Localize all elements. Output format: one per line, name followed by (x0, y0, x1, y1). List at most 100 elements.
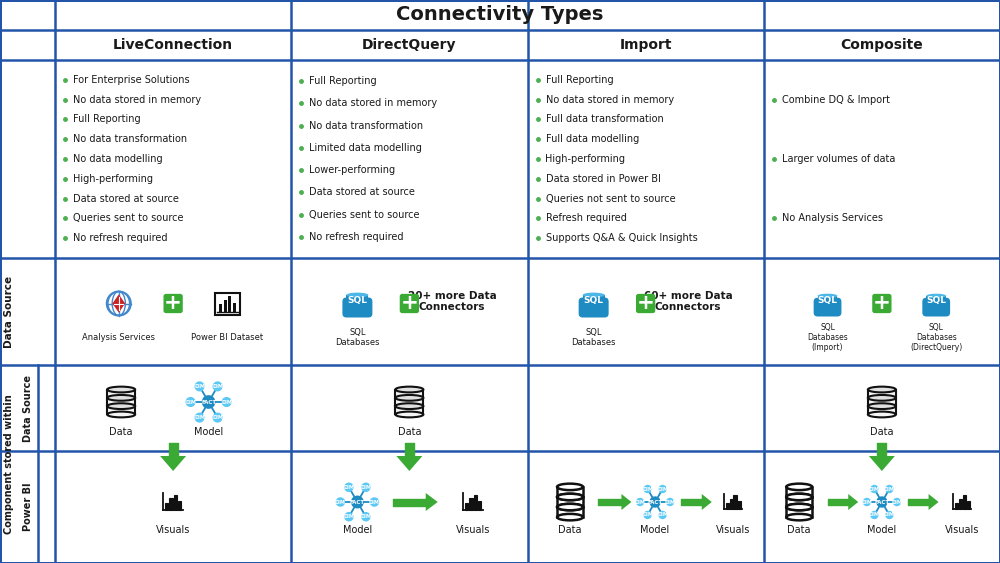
Circle shape (822, 304, 833, 314)
Text: Analysis Services: Analysis Services (82, 333, 155, 342)
Ellipse shape (557, 504, 583, 510)
Bar (174, 495, 177, 510)
Circle shape (195, 413, 205, 423)
Text: Data: Data (398, 427, 421, 437)
Ellipse shape (107, 387, 135, 392)
Text: DIM: DIM (665, 499, 676, 504)
Circle shape (344, 512, 354, 521)
Circle shape (931, 304, 941, 314)
Ellipse shape (868, 387, 896, 392)
Text: Model: Model (867, 525, 896, 535)
Polygon shape (426, 493, 438, 511)
Text: SQL: SQL (818, 296, 838, 305)
Circle shape (336, 497, 345, 507)
Text: No data transformation: No data transformation (73, 134, 187, 144)
Text: FACT: FACT (874, 499, 889, 504)
Circle shape (666, 498, 674, 506)
Bar (583, 295, 605, 305)
Text: Combine DQ & Import: Combine DQ & Import (782, 95, 890, 105)
Text: Data: Data (787, 525, 811, 535)
Circle shape (594, 302, 607, 315)
Text: No refresh required: No refresh required (73, 233, 168, 243)
Ellipse shape (557, 514, 583, 520)
Polygon shape (621, 494, 631, 510)
Circle shape (213, 381, 223, 391)
Circle shape (202, 395, 215, 409)
Text: DIM: DIM (884, 486, 895, 491)
Ellipse shape (786, 494, 812, 500)
Ellipse shape (557, 494, 583, 500)
Text: Data stored at source: Data stored at source (73, 194, 179, 204)
Bar (868, 398, 896, 406)
Text: DIM: DIM (335, 499, 346, 504)
Bar (215, 293, 240, 315)
Text: Visuals: Visuals (945, 525, 979, 535)
Bar (737, 501, 741, 509)
Text: No data stored in memory: No data stored in memory (309, 99, 437, 108)
Polygon shape (160, 456, 186, 471)
Bar (165, 503, 168, 510)
Ellipse shape (868, 403, 896, 409)
Bar (233, 303, 236, 312)
Text: DIM: DIM (360, 514, 371, 519)
FancyBboxPatch shape (922, 298, 950, 316)
Bar (955, 503, 958, 509)
Circle shape (213, 413, 223, 423)
Circle shape (870, 485, 879, 493)
Text: DIM: DIM (185, 400, 196, 404)
Ellipse shape (583, 293, 605, 297)
Text: DIM: DIM (891, 499, 902, 504)
Circle shape (893, 498, 901, 506)
Bar (107, 406, 135, 414)
Text: No data stored in memory: No data stored in memory (546, 95, 674, 105)
Circle shape (658, 511, 667, 519)
Text: Data: Data (558, 525, 582, 535)
Text: High-performing: High-performing (73, 174, 153, 184)
Text: Model: Model (343, 525, 372, 535)
Text: Full Reporting: Full Reporting (309, 76, 377, 86)
Bar (395, 398, 423, 406)
Text: +: + (873, 293, 891, 313)
Ellipse shape (786, 514, 812, 520)
FancyBboxPatch shape (342, 297, 372, 318)
Circle shape (643, 485, 652, 493)
Text: Visuals: Visuals (456, 525, 490, 535)
Ellipse shape (395, 387, 423, 392)
FancyBboxPatch shape (872, 294, 892, 313)
Text: DIM: DIM (221, 400, 232, 404)
Text: DIM: DIM (212, 415, 223, 420)
Text: SQL
Databases
(DirectQuery): SQL Databases (DirectQuery) (910, 323, 962, 352)
Circle shape (924, 302, 936, 314)
Text: Refresh required: Refresh required (546, 213, 626, 224)
Polygon shape (702, 494, 712, 510)
Ellipse shape (346, 293, 368, 297)
Text: DIM: DIM (360, 485, 371, 490)
Ellipse shape (107, 403, 135, 409)
Text: Lower-performing: Lower-performing (309, 165, 395, 175)
Text: DirectQuery: DirectQuery (362, 38, 457, 52)
Text: DIM: DIM (212, 384, 223, 389)
Circle shape (658, 485, 667, 493)
Circle shape (222, 397, 232, 407)
Text: Data Source: Data Source (4, 275, 14, 347)
Text: DIM: DIM (884, 512, 895, 517)
Ellipse shape (557, 494, 583, 500)
Text: Model: Model (640, 525, 670, 535)
Ellipse shape (786, 504, 812, 510)
Bar (926, 296, 946, 305)
Text: Power BI Dataset: Power BI Dataset (191, 333, 264, 342)
Text: DIM: DIM (869, 486, 880, 491)
Text: Data: Data (109, 427, 133, 437)
Text: Queries sent to source: Queries sent to source (309, 209, 420, 220)
Text: DIM: DIM (861, 499, 872, 504)
Text: DIM: DIM (194, 415, 205, 420)
Ellipse shape (786, 494, 812, 500)
Text: FACT: FACT (201, 400, 216, 404)
Polygon shape (848, 494, 858, 510)
Circle shape (186, 397, 196, 407)
Text: DIM: DIM (642, 512, 653, 517)
Text: Larger volumes of data: Larger volumes of data (782, 154, 895, 164)
Text: DIM: DIM (657, 486, 668, 491)
Text: No Analysis Services: No Analysis Services (782, 213, 883, 224)
Circle shape (643, 511, 652, 519)
